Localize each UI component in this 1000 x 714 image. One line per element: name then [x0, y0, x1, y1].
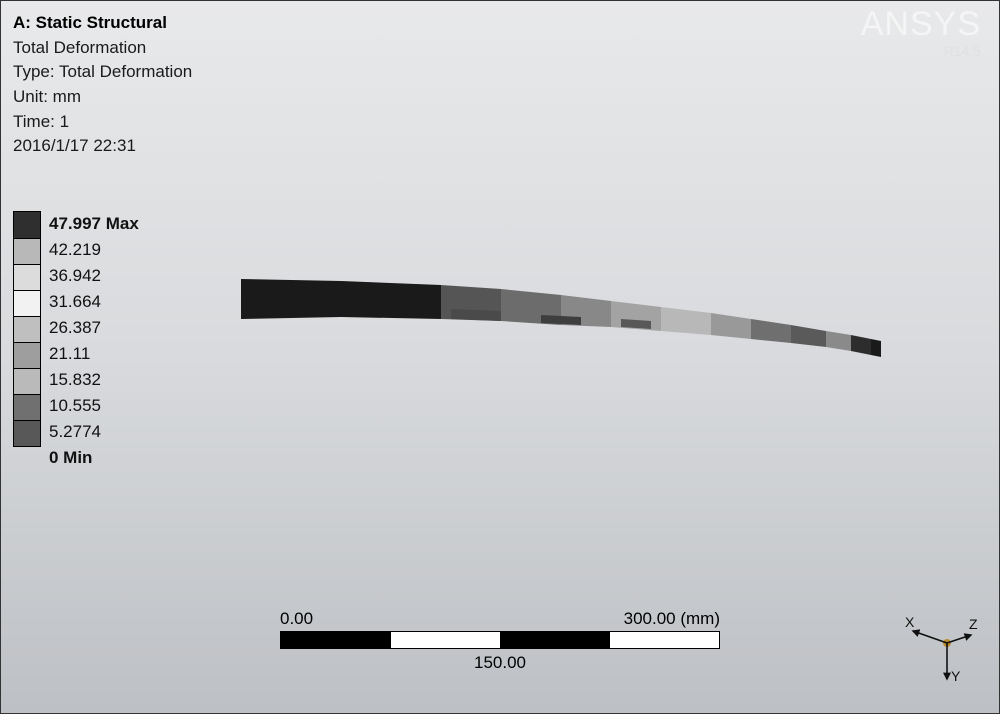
- scale-left: 0.00: [280, 609, 313, 629]
- scale-seg-dark: [281, 632, 391, 648]
- model-seg: [241, 279, 341, 319]
- brand-block: ANSYS R14.5: [861, 7, 981, 59]
- legend-swatch: [14, 212, 40, 238]
- model-seg: [711, 313, 751, 339]
- result-unit: Unit: mm: [13, 85, 192, 110]
- brand-version: R14.5: [861, 43, 981, 59]
- scale-bar: 0.00 300.00 (mm) 150.00: [280, 609, 720, 673]
- legend-colorbar: [13, 211, 41, 447]
- legend-swatch: [14, 342, 40, 368]
- result-name: Total Deformation: [13, 36, 192, 61]
- scale-seg-light: [610, 632, 720, 648]
- legend-value: 26.387: [49, 315, 139, 341]
- model-seg: [871, 339, 881, 357]
- legend-swatch: [14, 420, 40, 446]
- legend-value: 31.664: [49, 289, 139, 315]
- contour-legend: 47.997 Max 42.219 36.942 31.664 26.387 2…: [13, 211, 139, 471]
- legend-swatch: [14, 316, 40, 342]
- scale-mid: 150.00: [280, 653, 720, 673]
- model-seg: [751, 319, 791, 343]
- legend-swatch: [14, 264, 40, 290]
- axis-y-label: Y: [951, 668, 961, 683]
- scale-rect: [280, 631, 720, 649]
- axis-z-icon: [947, 635, 971, 643]
- scale-seg-dark: [500, 632, 610, 648]
- model-geometry: [241, 279, 881, 357]
- legend-value: 36.942: [49, 263, 139, 289]
- legend-value: 42.219: [49, 237, 139, 263]
- model-seg: [341, 281, 441, 319]
- model-seg: [661, 307, 711, 335]
- legend-min: 0 Min: [49, 445, 139, 471]
- result-timestamp: 2016/1/17 22:31: [13, 134, 192, 159]
- scale-ticks: 0.00 300.00 (mm): [280, 609, 720, 631]
- result-model[interactable]: [241, 269, 881, 389]
- legend-swatch: [14, 238, 40, 264]
- axis-x-icon: [913, 631, 947, 643]
- legend-swatch: [14, 290, 40, 316]
- axis-z-label: Z: [969, 616, 978, 632]
- legend-value: 15.832: [49, 367, 139, 393]
- legend-swatch: [14, 394, 40, 420]
- model-seg: [791, 325, 826, 347]
- legend-value: 10.555: [49, 393, 139, 419]
- result-time: Time: 1: [13, 110, 192, 135]
- result-type: Type: Total Deformation: [13, 60, 192, 85]
- legend-labels: 47.997 Max 42.219 36.942 31.664 26.387 2…: [49, 211, 139, 471]
- system-name: A: Static Structural: [13, 11, 192, 36]
- model-seg: [826, 331, 851, 351]
- legend-value: 5.2774: [49, 419, 139, 445]
- legend-max: 47.997 Max: [49, 211, 139, 237]
- axis-x-label: X: [905, 614, 915, 630]
- model-seg: [851, 335, 871, 355]
- scale-right: 300.00 (mm): [624, 609, 720, 629]
- result-info-block: A: Static Structural Total Deformation T…: [13, 11, 192, 159]
- ansys-viewport[interactable]: ANSYS R14.5 A: Static Structural Total D…: [0, 0, 1000, 714]
- legend-swatch: [14, 368, 40, 394]
- scale-seg-light: [391, 632, 501, 648]
- brand-name: ANSYS: [861, 7, 981, 41]
- orientation-triad[interactable]: X Y Z: [899, 603, 979, 683]
- legend-value: 21.11: [49, 341, 139, 367]
- model-patch: [451, 309, 501, 321]
